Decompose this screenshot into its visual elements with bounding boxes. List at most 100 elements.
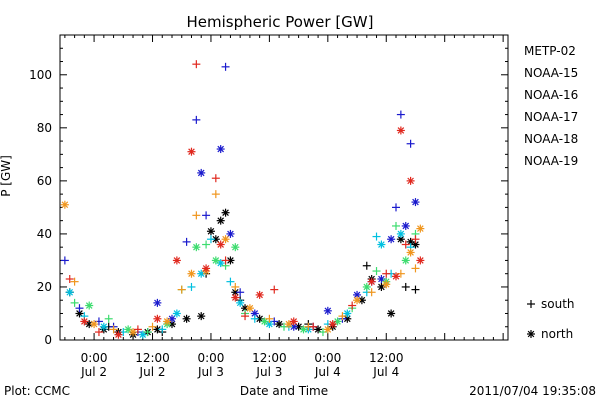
data-point-north — [377, 240, 386, 249]
y-tick-label: 80 — [37, 121, 52, 135]
data-point-south — [206, 235, 215, 244]
data-point-south — [392, 221, 400, 230]
star-stroke — [85, 302, 93, 309]
data-point-north — [255, 290, 264, 299]
star-stroke — [217, 145, 224, 153]
data-point-north — [197, 312, 206, 321]
data-point-north — [382, 280, 391, 289]
star-stroke — [90, 320, 98, 328]
star-stroke — [387, 310, 395, 317]
data-point-south — [372, 267, 381, 276]
data-point-south — [192, 60, 201, 69]
data-point-north — [172, 256, 181, 265]
star-stroke — [227, 257, 234, 264]
star-stroke — [173, 257, 181, 264]
star-stroke — [407, 249, 414, 256]
star-stroke — [353, 296, 361, 304]
star-stroke — [397, 127, 405, 134]
data-point-south — [236, 288, 245, 297]
data-point-south — [382, 269, 391, 278]
series-noaa-19 — [65, 60, 425, 339]
data-point-north — [231, 243, 240, 252]
data-point-north — [401, 256, 410, 265]
data-point-south — [221, 256, 230, 265]
data-point-south — [270, 285, 279, 294]
data-point-south — [392, 203, 400, 212]
data-point-south — [250, 314, 259, 323]
data-point-north — [226, 256, 235, 265]
star-stroke — [154, 326, 161, 333]
star-stroke — [402, 257, 410, 264]
data-point-north — [216, 259, 225, 268]
data-point-south — [265, 314, 274, 323]
data-point-south — [94, 328, 103, 337]
data-point-south — [372, 232, 381, 241]
star-stroke — [266, 320, 273, 328]
star-stroke — [275, 320, 283, 328]
star-stroke — [232, 243, 239, 251]
star-stroke — [324, 326, 332, 333]
x-axis-label: Date and Time — [240, 384, 328, 398]
data-point-north — [289, 317, 298, 326]
data-point-north — [163, 317, 172, 326]
star-stroke — [202, 265, 210, 272]
star-stroke — [314, 326, 322, 333]
data-point-south — [70, 298, 79, 307]
star-stroke — [256, 315, 263, 323]
asterisk-symbol-icon — [527, 330, 535, 338]
star-stroke — [100, 323, 108, 331]
data-point-north — [65, 288, 74, 297]
star-stroke — [163, 318, 171, 325]
x-tick-time-label: 0:00 — [197, 351, 224, 365]
data-point-north — [377, 282, 386, 291]
data-point-north — [206, 227, 215, 236]
y-axis-label: P [GW] — [0, 155, 13, 197]
star-stroke — [397, 230, 405, 238]
star-stroke — [378, 241, 385, 248]
data-point-north — [260, 317, 269, 326]
x-tick-date-label: Jul 4 — [372, 365, 399, 379]
data-point-north — [99, 322, 108, 331]
star-stroke — [168, 320, 176, 328]
data-point-south — [367, 288, 376, 297]
data-point-north — [396, 126, 405, 135]
x-tick-date-label: Jul 2 — [80, 365, 107, 379]
star-stroke — [197, 312, 205, 320]
star-stroke — [334, 318, 341, 325]
timestamp: 2011/07/04 19:35:08 — [469, 384, 596, 398]
star-stroke — [358, 296, 366, 304]
marker-legend-south: south — [541, 297, 575, 311]
star-stroke — [417, 225, 424, 232]
data-point-south — [221, 62, 230, 71]
star-stroke — [397, 235, 405, 243]
star-stroke — [378, 283, 385, 291]
data-point-south — [70, 277, 79, 286]
data-point-north — [197, 168, 206, 177]
x-tick-time-label: 0:00 — [314, 351, 341, 365]
star-stroke — [412, 198, 419, 206]
data-point-south — [60, 256, 69, 265]
data-point-north — [328, 320, 337, 329]
y-tick-label: 0 — [44, 333, 52, 347]
legend-entry-metp-02: METP-02 — [524, 44, 576, 58]
star-stroke — [246, 304, 254, 312]
star-stroke — [382, 281, 390, 288]
data-point-south — [158, 325, 167, 334]
legend-entry-noaa-15: NOAA-15 — [524, 66, 578, 80]
data-point-north — [138, 330, 147, 339]
star-stroke — [188, 270, 195, 277]
plot-credit: Plot: CCMC — [4, 384, 70, 398]
data-point-south — [411, 235, 420, 244]
data-point-south — [148, 322, 157, 331]
star-stroke — [329, 320, 336, 328]
star-stroke — [217, 259, 224, 267]
chart-title: Hemispheric Power [GW] — [187, 13, 374, 31]
star-stroke — [412, 241, 419, 248]
data-point-north — [406, 176, 415, 185]
star-stroke — [402, 222, 410, 230]
star-stroke — [66, 288, 74, 296]
data-point-south — [231, 282, 240, 291]
x-tick-time-label: 12:00 — [135, 351, 170, 365]
data-point-north — [416, 224, 425, 233]
star-stroke — [392, 273, 400, 280]
